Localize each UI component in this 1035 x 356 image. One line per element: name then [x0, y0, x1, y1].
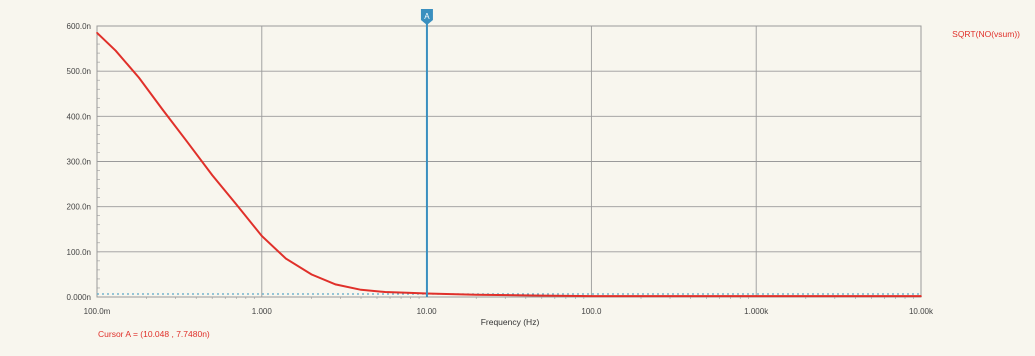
- series-point: [384, 291, 386, 293]
- series-point: [211, 174, 213, 176]
- x-tick-label: 1.000: [252, 307, 273, 316]
- series-point: [920, 295, 922, 297]
- series-line: [96, 32, 921, 298]
- series-point: [138, 77, 140, 79]
- series-point: [96, 31, 98, 34]
- series-point: [360, 288, 362, 291]
- series-point: [334, 283, 337, 286]
- grid: [96, 25, 922, 299]
- series-point: [475, 293, 478, 296]
- x-tick-label: 10.00: [417, 307, 438, 316]
- series-point: [755, 295, 757, 297]
- series-point: [310, 273, 313, 276]
- y-tick-label: 600.0n: [67, 22, 91, 31]
- cursor-layer[interactable]: A: [420, 9, 433, 297]
- series-point: [161, 108, 164, 111]
- y-tick-label: 0.000n: [67, 293, 91, 302]
- tick-labels: 100.0m 1.000 10.00 100.0 1.000k 10.00k 0.000n 1…: [67, 22, 934, 316]
- x-tick-label: 10.00k: [909, 307, 934, 316]
- y-tick-label: 500.0n: [67, 67, 91, 76]
- series-point: [540, 294, 543, 297]
- legend-entry: SQRT(NO(vsum)): [952, 29, 1020, 39]
- cursor-readout: Cursor A = (10.048 , 7.7480n): [98, 329, 210, 339]
- y-tick-label: 300.0n: [67, 158, 91, 167]
- x-tick-label: 1.000k: [744, 307, 769, 316]
- x-axis-title: Frequency (Hz): [481, 317, 540, 327]
- series-layer: [96, 31, 922, 298]
- cursor-handle[interactable]: [420, 9, 433, 25]
- x-tick-label: 100.0: [581, 307, 602, 316]
- series-point: [285, 257, 287, 260]
- cursor-marker-label: A: [424, 12, 430, 21]
- series-point: [185, 140, 188, 142]
- y-tick-label: 400.0n: [67, 112, 91, 121]
- series-point: [409, 292, 412, 294]
- y-tick-label: 100.0n: [67, 248, 91, 257]
- series-point: [114, 50, 117, 52]
- series-point: [590, 295, 593, 297]
- series-point: [235, 203, 238, 206]
- series-point: [261, 235, 263, 237]
- x-tick-label: 100.0m: [84, 307, 111, 316]
- y-tick-label: 200.0n: [67, 203, 91, 212]
